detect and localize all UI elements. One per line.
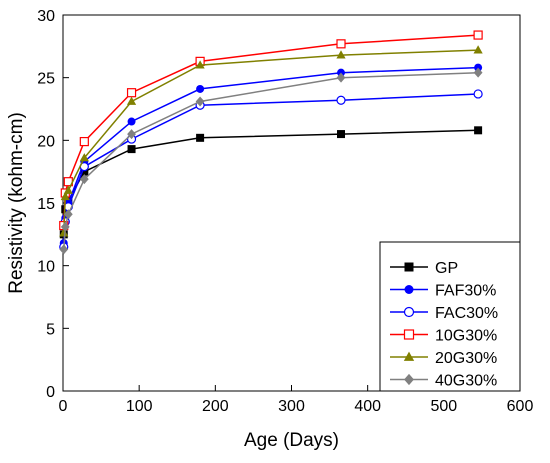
x-tick-label: 400	[354, 398, 381, 415]
data-point	[59, 228, 69, 237]
legend-label: GP	[435, 260, 458, 277]
series-FAC30%	[59, 89, 483, 252]
data-point	[473, 67, 483, 78]
data-point	[80, 167, 89, 176]
y-tick-label: 30	[37, 8, 55, 25]
data-point	[126, 88, 137, 98]
series-10G30%	[59, 30, 483, 231]
data-point	[474, 63, 483, 72]
legend-label: 40G30%	[435, 373, 497, 390]
legend-label: 10G30%	[435, 328, 497, 345]
data-point	[336, 72, 346, 83]
data-point	[63, 209, 73, 220]
data-point	[195, 96, 205, 107]
legend-swatch-marker	[403, 329, 415, 340]
data-point	[59, 244, 69, 255]
data-point	[126, 96, 137, 105]
data-point	[337, 68, 346, 77]
data-point	[336, 39, 346, 49]
data-point	[195, 60, 205, 69]
x-tick-label: 300	[278, 398, 305, 415]
legend-swatch-marker	[404, 262, 414, 272]
data-point	[473, 45, 483, 54]
data-point	[336, 50, 346, 59]
y-tick-label: 15	[37, 196, 55, 213]
x-tick-label: 0	[59, 398, 68, 415]
data-point	[473, 30, 483, 40]
series-line	[63, 93, 479, 247]
data-point	[60, 191, 70, 201]
x-tick-label: 500	[430, 398, 457, 415]
data-point	[79, 153, 89, 162]
series-line	[63, 129, 479, 235]
legend-swatch-marker	[403, 306, 415, 318]
data-point	[60, 221, 70, 232]
data-point	[79, 136, 89, 147]
x-tick-label: 100	[126, 398, 153, 415]
data-point	[337, 130, 346, 139]
legend-swatch-marker	[404, 285, 414, 294]
data-point	[196, 133, 205, 142]
x-axis-title: Age (Days)	[244, 430, 339, 451]
y-axis-title: Resistivity (kohm-cm)	[6, 112, 27, 294]
series-40G30%	[59, 67, 483, 255]
y-tick-label: 25	[37, 71, 55, 88]
data-point	[196, 84, 205, 93]
legend-label: FAF30%	[435, 283, 496, 300]
data-point	[79, 174, 89, 185]
data-point	[474, 126, 483, 135]
data-point	[127, 145, 136, 154]
y-tick-label: 20	[37, 133, 55, 150]
legend-label: FAC30%	[435, 305, 498, 322]
data-point	[473, 89, 483, 99]
y-tick-label: 10	[37, 259, 55, 276]
series-20G30%	[59, 45, 483, 237]
data-point	[63, 185, 73, 194]
series-line	[63, 34, 479, 226]
data-point	[127, 117, 136, 126]
data-point	[127, 129, 136, 140]
x-tick-label: 600	[507, 398, 534, 415]
legend-label: 20G30%	[435, 350, 497, 367]
y-tick-label: 0	[46, 384, 55, 401]
legend-swatch-marker	[404, 373, 414, 386]
series-FAF30%	[59, 63, 483, 248]
y-tick-label: 5	[46, 321, 55, 338]
data-point	[336, 95, 346, 105]
series-line	[63, 66, 479, 244]
x-tick-label: 200	[202, 398, 229, 415]
legend-swatch-marker	[403, 351, 415, 361]
